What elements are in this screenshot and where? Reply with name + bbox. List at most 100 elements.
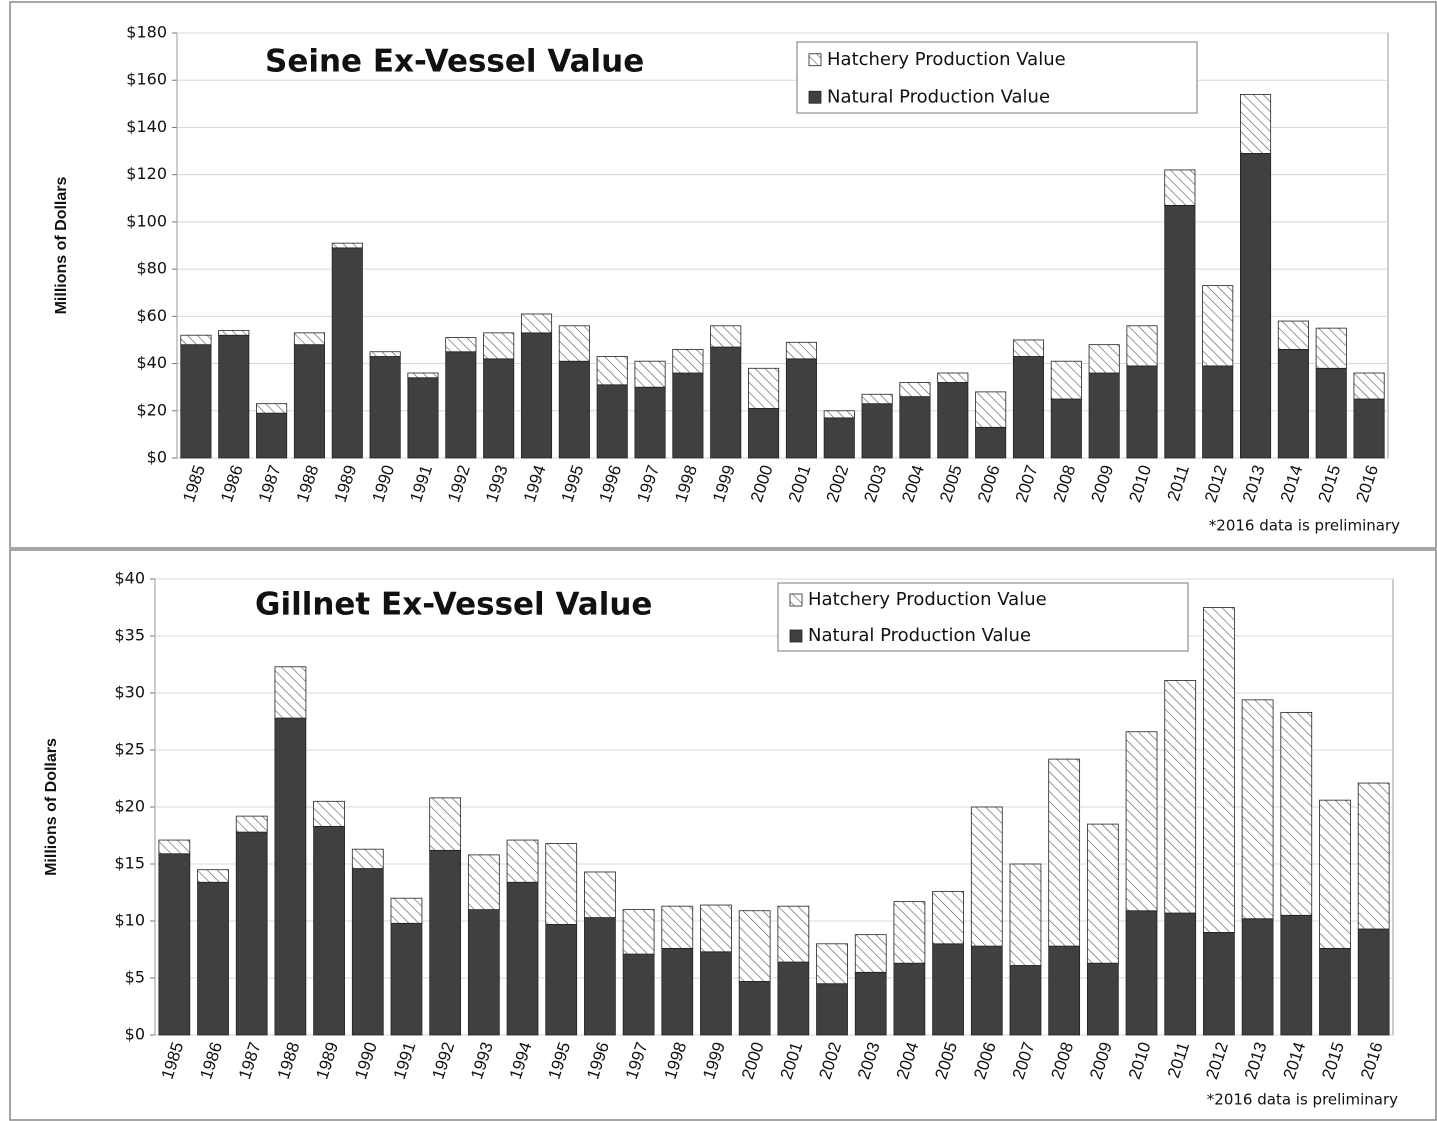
x-tick-label: 2002: [815, 1040, 845, 1082]
x-tick-label: 2012: [1202, 1040, 1232, 1082]
legend-swatch: [808, 53, 822, 67]
legend-box: [796, 41, 1198, 114]
bar-segment: [932, 890, 964, 945]
bar-segment: [816, 983, 848, 1036]
bar-segment: [893, 901, 926, 964]
x-tick-label: 2011: [1164, 463, 1193, 504]
bar-segment: [293, 344, 325, 459]
x-tick-label: 2003: [854, 1040, 884, 1082]
y-tick-label: $80: [136, 259, 167, 278]
bar-segment: [407, 377, 439, 459]
bar-segment: [369, 356, 401, 459]
bar-segment: [899, 396, 931, 459]
x-tick-label: 1989: [312, 1040, 342, 1082]
x-tick-label: 1987: [235, 1040, 265, 1082]
x-tick-label: 1999: [709, 463, 739, 505]
x-tick-label: 1992: [428, 1040, 458, 1082]
bar-segment: [1164, 912, 1197, 1036]
bar-segment: [937, 382, 969, 459]
legend-swatch: [808, 90, 822, 104]
bar-segment: [785, 358, 817, 459]
bar-segment: [893, 962, 926, 1036]
bar-segment: [180, 334, 212, 346]
bar-segment: [672, 372, 704, 459]
bar-segment: [1203, 607, 1235, 933]
x-tick-label: 2001: [777, 1040, 807, 1082]
bar-segment: [700, 904, 732, 953]
bar-segment: [445, 351, 477, 459]
legend-label: Natural Production Value: [808, 625, 1031, 646]
bar-segment: [854, 971, 887, 1036]
bar-segment: [235, 815, 268, 833]
x-tick-label: 1985: [158, 1040, 188, 1082]
bar-segment: [584, 917, 616, 1036]
bar-segment: [1086, 962, 1119, 1036]
x-tick-label: 1992: [444, 463, 474, 505]
bar-segment: [1202, 365, 1234, 459]
bar-segment: [861, 403, 893, 459]
bar-segment: [1126, 365, 1158, 459]
x-tick-label: 1998: [661, 1040, 691, 1082]
bar-segment: [313, 825, 345, 1036]
bar-segment: [467, 854, 500, 911]
bar-segment: [634, 386, 666, 459]
bar-segment: [1125, 910, 1158, 1036]
legend-label: Hatchery Production Value: [808, 589, 1047, 610]
bar-segment: [545, 924, 578, 1036]
x-tick-label: 1987: [255, 463, 285, 505]
bar-segment: [777, 905, 810, 963]
y-tick-label: $0: [125, 1025, 145, 1044]
bar-segment: [483, 358, 515, 459]
bar-segment: [158, 839, 191, 855]
legend-label: Hatchery Production Value: [827, 49, 1066, 70]
bar-segment: [390, 897, 423, 924]
bar-segment: [429, 797, 462, 851]
bar-segment: [293, 332, 325, 346]
x-tick-label: 1996: [583, 1040, 613, 1082]
x-tick-label: 2016: [1357, 1040, 1387, 1082]
x-tick-label: 1991: [390, 1040, 420, 1082]
legend-swatch: [789, 593, 803, 607]
chart-title: Gillnet Ex-Vessel Value: [255, 587, 652, 623]
bar-segment: [738, 981, 771, 1036]
x-tick-label: 1993: [482, 463, 512, 505]
x-tick-label: 2003: [860, 463, 890, 505]
bar-segment: [390, 922, 423, 1036]
bar-segment: [1241, 918, 1274, 1036]
panel: [9, 1, 1437, 549]
y-tick-label: $140: [126, 117, 167, 136]
y-axis-label: Millions of Dollars: [43, 738, 60, 876]
x-tick-label: 1990: [368, 463, 398, 505]
y-tick-label: $60: [136, 306, 167, 325]
x-tick-label: 2014: [1280, 1040, 1310, 1082]
x-tick-label: 2016: [1352, 463, 1382, 505]
bar-segment: [520, 332, 553, 459]
bar-segment: [1315, 327, 1347, 369]
x-tick-label: 1999: [699, 1040, 729, 1082]
bar-segment: [256, 412, 288, 459]
x-tick-label: 1991: [406, 463, 436, 505]
bar-segment: [710, 325, 742, 348]
bar-segment: [483, 332, 515, 360]
bar-segment: [785, 341, 817, 360]
bar-segment: [1357, 782, 1390, 930]
bar-segment: [1050, 398, 1082, 459]
x-tick-label: 1989: [331, 463, 361, 505]
x-tick-label: 1986: [196, 1040, 226, 1082]
bar-segment: [197, 869, 229, 883]
y-tick-label: $160: [126, 70, 167, 89]
bar-segment: [218, 330, 250, 336]
chart-title: Seine Ex-Vessel Value: [265, 44, 644, 80]
bar-segment: [218, 334, 250, 459]
bar-segment: [1009, 863, 1042, 966]
legend-swatch: [789, 629, 803, 643]
bar-segment: [1050, 360, 1082, 400]
bar-segment: [1126, 325, 1158, 367]
bar-segment: [748, 367, 780, 409]
y-tick-label: $100: [126, 211, 167, 230]
legend-label: Natural Production Value: [827, 86, 1050, 107]
bar-segment: [1125, 731, 1158, 912]
y-axis-label: Millions of Dollars: [53, 177, 70, 315]
x-tick-label: 1994: [520, 463, 550, 505]
bar-segment: [407, 372, 439, 379]
